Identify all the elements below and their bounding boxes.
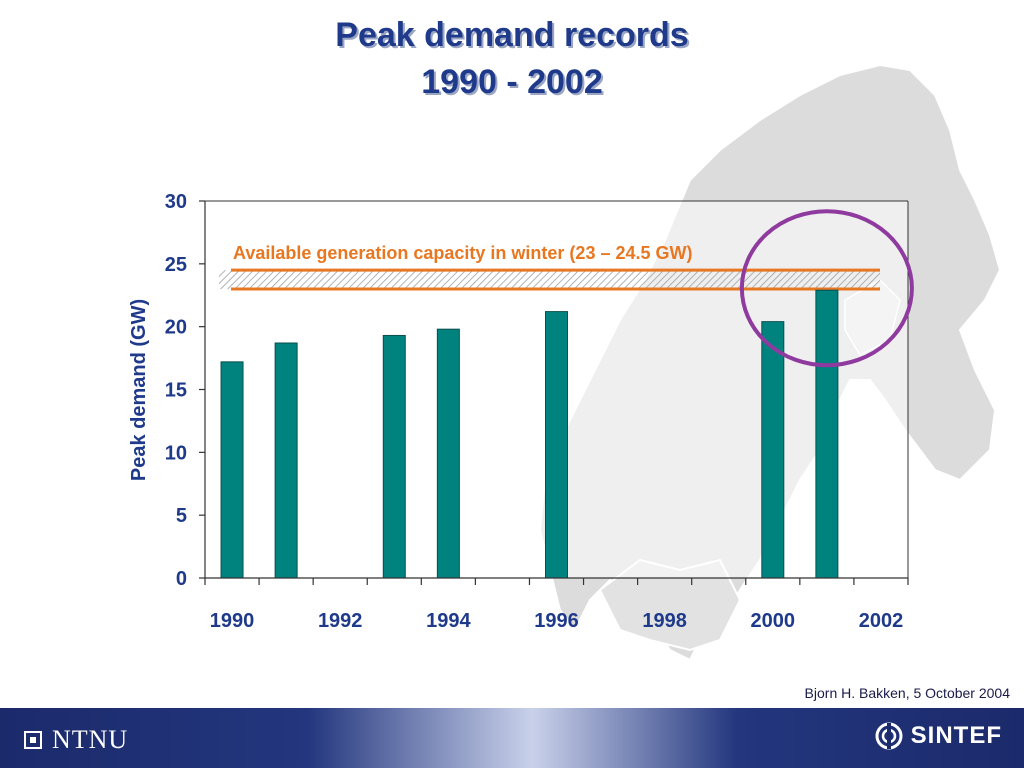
capacity-band-hatch xyxy=(219,270,880,289)
peak-demand-chart: 0 5 10 15 20 25 30 1990 1992 1994 1996 1998 2000 200… xyxy=(128,191,914,632)
y-axis-label: Peak demand (GW) xyxy=(128,299,150,481)
bar-1990 xyxy=(220,361,244,579)
y-tick-label: 5 xyxy=(176,505,187,527)
y-tick-label: 30 xyxy=(165,191,187,213)
x-tick-label: 1994 xyxy=(426,610,471,632)
x-tick-label: 1990 xyxy=(210,610,255,632)
bar-2001 xyxy=(815,289,839,579)
sintef-logo-text: SINTEF xyxy=(910,722,1002,749)
y-tick-label: 20 xyxy=(165,317,187,339)
bar-1994 xyxy=(436,328,460,579)
capacity-annotation: Available generation capacity in winter … xyxy=(233,243,692,263)
sintef-logo-icon xyxy=(875,722,903,750)
y-tick-label: 10 xyxy=(165,442,187,464)
slide-title: Peak demand records xyxy=(335,16,689,54)
bar-1993 xyxy=(382,334,406,579)
x-tick-label: 2002 xyxy=(859,610,904,632)
x-tick-label: 1992 xyxy=(318,610,363,632)
y-tick-label: 25 xyxy=(165,254,187,276)
footer-bar: NTNU SINTEF xyxy=(0,708,1024,768)
y-tick-label: 0 xyxy=(176,568,187,590)
y-tick-label: 15 xyxy=(165,380,187,402)
sintef-logo: SINTEF xyxy=(875,722,1002,750)
x-tick-label: 1998 xyxy=(642,610,687,632)
x-tick-label: 2000 xyxy=(751,610,796,632)
x-tick-label: 1996 xyxy=(534,610,579,632)
highlight-circle xyxy=(739,209,914,368)
bar-1996 xyxy=(545,311,568,579)
ntnu-logo-text: NTNU xyxy=(52,725,129,754)
capacity-band xyxy=(219,268,880,291)
ntnu-logo-icon xyxy=(24,731,42,749)
bar-1991 xyxy=(274,342,298,579)
ntnu-logo: NTNU xyxy=(24,725,128,755)
author-credit: Bjorn H. Bakken, 5 October 2004 xyxy=(804,685,1010,701)
bar-2000 xyxy=(761,321,785,579)
slide-subtitle: 1990 - 2002 xyxy=(421,63,603,101)
